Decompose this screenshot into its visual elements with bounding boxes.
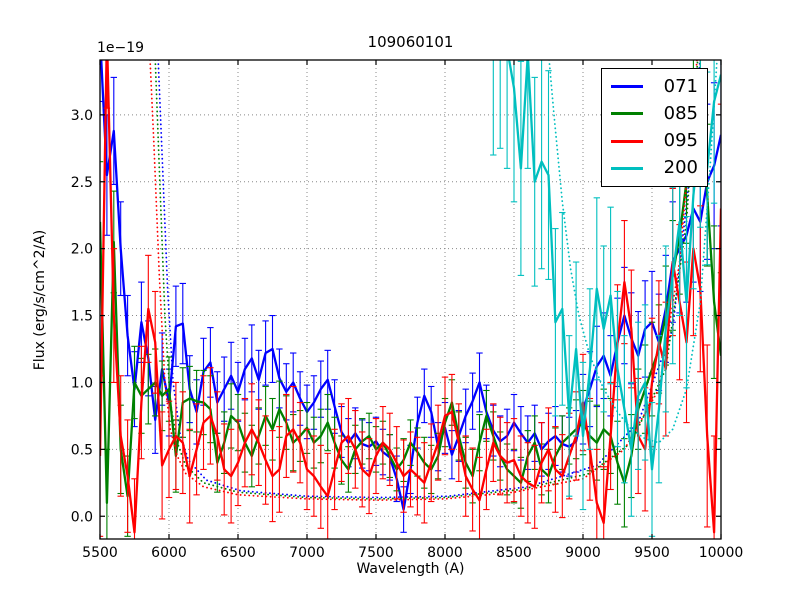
legend-line-swatch-cyan xyxy=(611,166,643,170)
tick-marks xyxy=(99,60,722,539)
tick-labels: 5500 6000 6500 7000 7500 8000 8500 9000 9500 1000… xyxy=(71,108,744,561)
legend-label: 085 xyxy=(663,102,698,124)
x-tick-label: 8500 xyxy=(496,545,532,561)
x-tick-label: 8000 xyxy=(427,545,463,561)
x-axis-label: Wavelength (A) xyxy=(356,561,465,577)
legend-label: 071 xyxy=(663,75,698,97)
dotted-line-200-noise xyxy=(548,60,718,444)
y-tick-label: 0.0 xyxy=(71,509,93,525)
chart-title: 109060101 xyxy=(367,33,454,51)
y-tick-label: 0.5 xyxy=(71,442,93,458)
legend-box: 071 085 095 200 xyxy=(601,68,708,187)
y-tick-label: 1.5 xyxy=(71,309,93,325)
x-tick-label: 5500 xyxy=(82,545,118,561)
x-tick-label: 9000 xyxy=(565,545,601,561)
plot-border xyxy=(99,59,722,540)
y-axis-label-wrap: Flux (erg/s/cm^2/A) xyxy=(28,60,52,539)
legend-item-200: 200 xyxy=(611,159,698,177)
series-layer xyxy=(100,60,721,539)
legend-item-095: 095 xyxy=(611,132,698,150)
dotted-line-071-noise xyxy=(157,60,701,499)
x-tick-label: 6500 xyxy=(220,545,256,561)
x-tick-label: 7000 xyxy=(289,545,325,561)
x-tick-label: 7500 xyxy=(358,545,394,561)
legend-line-swatch-red xyxy=(611,139,643,143)
y-axis-label: Flux (erg/s/cm^2/A) xyxy=(32,229,49,370)
y-tick-label: 1.0 xyxy=(71,375,93,391)
legend-item-085: 085 xyxy=(611,102,698,124)
legend-item-071: 071 xyxy=(611,75,698,97)
x-tick-label: 6000 xyxy=(151,545,187,561)
y-tick-label: 2.0 xyxy=(71,242,93,258)
line-200 xyxy=(507,60,721,471)
x-tick-label: 9500 xyxy=(634,545,670,561)
y-tick-label: 2.5 xyxy=(71,175,93,191)
legend-label: 200 xyxy=(663,157,698,179)
y-tick-label: 3.0 xyxy=(71,108,93,124)
legend-line-swatch-blue xyxy=(611,85,643,89)
x-tick-label: 10000 xyxy=(699,545,744,561)
legend-label: 095 xyxy=(663,130,698,152)
y-axis-offset-label: 1e−19 xyxy=(97,40,145,56)
legend-line-swatch-green xyxy=(611,112,643,116)
